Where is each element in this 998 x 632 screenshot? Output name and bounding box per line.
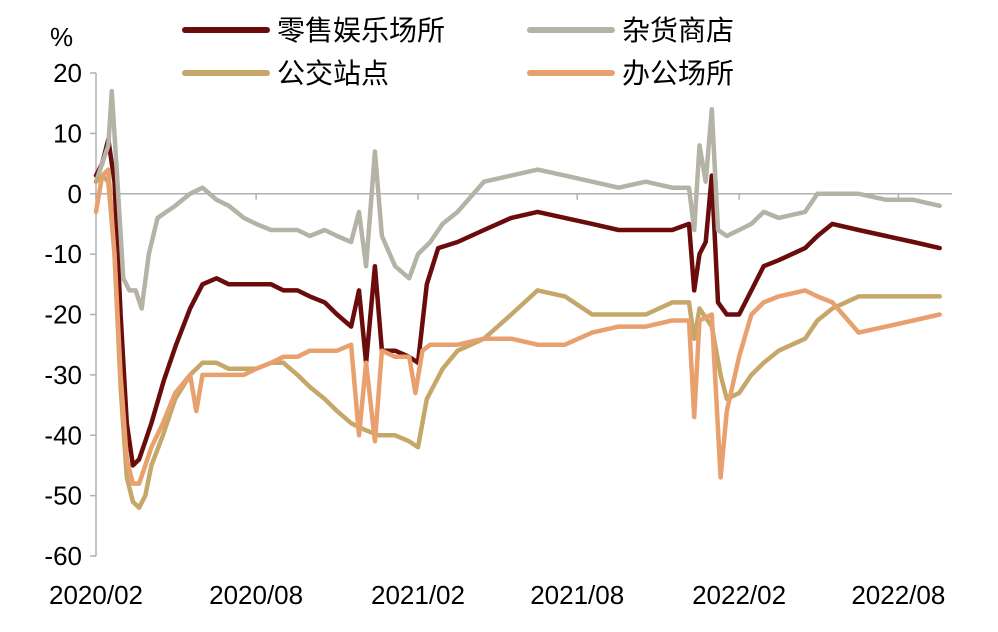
y-tick-label: -50 [44, 481, 82, 511]
series-line-3 [93, 173, 942, 510]
series-line-1 [93, 137, 942, 468]
series-line-4 [93, 167, 942, 486]
legend-label-3: 公交站点 [277, 58, 389, 89]
legend-label-4: 办公场所 [622, 58, 734, 89]
y-tick-label: -40 [44, 420, 82, 450]
legend-label-1: 零售娱乐场所 [277, 15, 445, 46]
y-tick-label: 0 [68, 179, 82, 209]
x-tick-label: 2021/02 [371, 580, 465, 610]
x-tick-label: 2022/08 [851, 580, 945, 610]
x-tick-label: 2020/08 [209, 580, 303, 610]
x-tick-label: 2020/02 [49, 580, 143, 610]
y-tick-label: -30 [44, 360, 82, 390]
axes: 20 10 0 -10 -20 -30 -40 -50 -60 2020/02 2020/08 202… [44, 58, 952, 610]
y-tick-label: -10 [44, 239, 82, 269]
y-tick-label: -20 [44, 300, 82, 330]
series-line-2 [93, 88, 942, 311]
y-axis-unit-label: % [50, 22, 73, 52]
legend-label-2: 杂货商店 [622, 15, 734, 46]
series-lines [93, 88, 942, 510]
y-tick-label: 10 [53, 118, 82, 148]
x-tick-label: 2022/02 [692, 580, 786, 610]
y-tick-label: 20 [53, 58, 82, 88]
y-tick-label: -60 [44, 541, 82, 571]
x-tick-label: 2021/08 [530, 580, 624, 610]
